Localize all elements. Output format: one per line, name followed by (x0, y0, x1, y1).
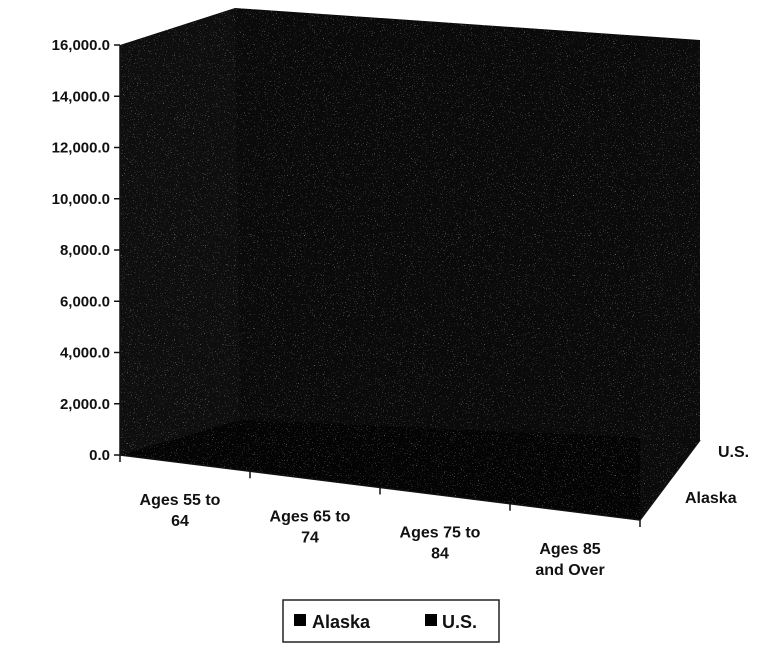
x-tick-label: 84 (431, 546, 449, 563)
x-tick-label: Ages 85 (539, 541, 600, 558)
legend-label-alaska: Alaska (312, 612, 371, 632)
depth-axis-label: U.S. (718, 444, 749, 461)
y-tick-label: 6,000.0 (60, 293, 110, 310)
y-axis-ticks: 0.0 2,000.0 4,000.0 6,000.0 8,000.0 10,000.0 1… (52, 37, 120, 464)
legend-swatch-alaska (294, 614, 306, 626)
depth-axis-labels: U.S. Alaska (685, 444, 749, 507)
y-tick-label: 10,000.0 (52, 191, 110, 208)
legend-label-us: U.S. (442, 612, 477, 632)
legend-box (282, 599, 500, 643)
wall-speckle (120, 8, 700, 520)
y-tick-label: 12,000.0 (52, 140, 110, 157)
x-tick-label: Ages 55 to (140, 492, 221, 509)
y-tick-label: 2,000.0 (60, 396, 110, 413)
x-tick-label: and Over (535, 562, 604, 579)
x-tick-label: 74 (301, 529, 319, 546)
x-axis-labels: Ages 55 to 64 Ages 65 to 74 Ages 75 to 84 Ages… (140, 492, 605, 579)
x-tick-label: 64 (171, 513, 189, 530)
x-axis-ticks (119, 455, 641, 527)
depth-axis-label: Alaska (685, 490, 737, 507)
y-tick-label: 14,000.0 (52, 88, 110, 105)
depth-axis-line (639, 439, 701, 521)
x-tick-label: Ages 65 to (270, 508, 351, 525)
y-tick-label: 8,000.0 (60, 242, 110, 259)
y-tick-label: 16,000.0 (52, 37, 110, 54)
y-tick-label: 0.0 (89, 447, 110, 464)
x-tick-label: Ages 75 to (400, 525, 481, 542)
y-tick-label: 4,000.0 (60, 345, 110, 362)
legend-swatch-us (425, 614, 437, 626)
legend: Alaska U.S. (282, 599, 500, 643)
